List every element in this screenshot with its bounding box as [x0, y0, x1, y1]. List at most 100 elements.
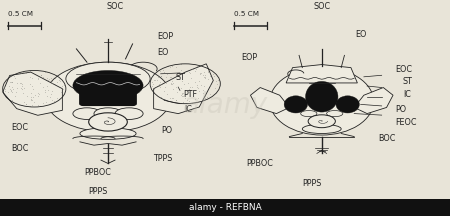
- Point: [166, 96, 174, 99]
- Text: ST: ST: [176, 73, 185, 82]
- Point: [201, 84, 208, 88]
- Text: BOC: BOC: [378, 134, 396, 143]
- Point: [170, 96, 177, 100]
- Ellipse shape: [115, 108, 143, 119]
- Point: [179, 94, 186, 97]
- Point: [27, 95, 35, 99]
- Point: [45, 88, 52, 92]
- Ellipse shape: [336, 96, 360, 113]
- Point: [162, 86, 169, 89]
- Ellipse shape: [327, 111, 343, 117]
- Point: [183, 98, 190, 101]
- Point: [52, 76, 59, 79]
- Circle shape: [89, 113, 127, 131]
- Point: [204, 95, 211, 99]
- Point: [8, 90, 15, 93]
- Text: IC: IC: [184, 105, 193, 114]
- Point: [36, 81, 43, 85]
- Text: alamy - REFBNA: alamy - REFBNA: [189, 203, 261, 212]
- Point: [192, 69, 199, 73]
- Point: [168, 79, 175, 82]
- Point: [195, 79, 203, 82]
- Text: SOC: SOC: [313, 2, 330, 11]
- Point: [191, 98, 198, 101]
- Point: [177, 77, 184, 80]
- Point: [158, 82, 165, 86]
- Point: [189, 67, 196, 71]
- Point: [180, 94, 187, 98]
- Text: PPPS: PPPS: [88, 187, 108, 196]
- Text: PPBOC: PPBOC: [247, 159, 274, 168]
- Text: alamy: alamy: [182, 91, 268, 119]
- Point: [207, 84, 214, 87]
- Point: [159, 68, 166, 71]
- Point: [60, 88, 67, 91]
- Point: [27, 75, 34, 78]
- Point: [201, 73, 208, 77]
- Text: PO: PO: [395, 105, 406, 114]
- Point: [158, 95, 165, 98]
- Ellipse shape: [284, 96, 307, 113]
- Point: [1, 89, 8, 93]
- Point: [166, 65, 174, 68]
- Point: [18, 84, 26, 87]
- Text: BOC: BOC: [11, 145, 29, 153]
- Point: [212, 86, 219, 90]
- Point: [178, 91, 185, 95]
- Text: EO: EO: [158, 48, 169, 57]
- Point: [188, 76, 195, 79]
- Point: [183, 89, 190, 93]
- Point: [172, 65, 180, 68]
- Point: [177, 69, 184, 72]
- Text: PO: PO: [161, 126, 172, 135]
- Point: [194, 83, 201, 87]
- Point: [192, 67, 199, 71]
- Point: [58, 91, 65, 94]
- Point: [200, 73, 207, 77]
- Point: [23, 95, 31, 98]
- Point: [55, 78, 63, 81]
- Point: [169, 64, 176, 67]
- Point: [15, 71, 22, 75]
- Point: [163, 81, 170, 84]
- Point: [156, 83, 163, 86]
- Point: [179, 100, 186, 104]
- Point: [31, 100, 38, 103]
- Point: [205, 70, 212, 73]
- Point: [191, 80, 198, 83]
- Point: [48, 89, 55, 93]
- Point: [6, 84, 13, 87]
- Point: [58, 84, 66, 88]
- Point: [20, 100, 27, 103]
- Text: 0.5 CM: 0.5 CM: [8, 11, 33, 17]
- Point: [201, 76, 208, 80]
- Point: [187, 88, 194, 92]
- Point: [186, 71, 194, 75]
- Point: [184, 81, 191, 85]
- Point: [29, 98, 36, 102]
- Point: [17, 71, 24, 75]
- Point: [148, 80, 155, 83]
- Point: [4, 90, 12, 94]
- Point: [198, 71, 205, 75]
- Point: [9, 99, 16, 102]
- Point: [48, 79, 55, 83]
- Point: [163, 92, 171, 95]
- Point: [209, 72, 216, 76]
- Text: EOC: EOC: [11, 123, 28, 132]
- Point: [165, 65, 172, 68]
- Point: [197, 73, 204, 76]
- Point: [188, 101, 195, 105]
- Ellipse shape: [73, 70, 143, 100]
- Point: [34, 92, 41, 95]
- Point: [42, 100, 50, 104]
- Point: [20, 86, 27, 90]
- Point: [27, 105, 34, 108]
- Point: [182, 96, 189, 100]
- Point: [53, 97, 60, 100]
- Ellipse shape: [80, 128, 136, 139]
- Point: [172, 98, 179, 102]
- Point: [201, 94, 208, 98]
- Point: [156, 80, 163, 83]
- Point: [207, 93, 214, 96]
